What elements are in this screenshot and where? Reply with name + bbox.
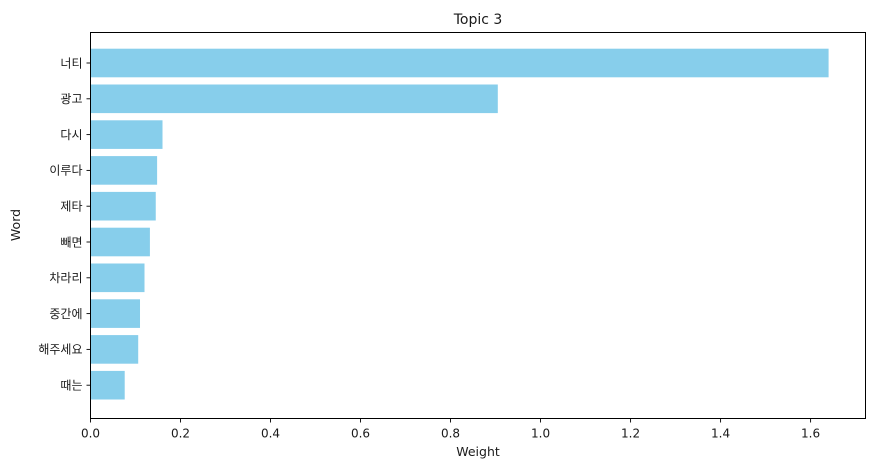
y-tick-label: 중간에	[49, 307, 82, 321]
x-tick-label: 1.4	[711, 427, 730, 441]
x-tick-label: 0.8	[441, 427, 460, 441]
y-tick-label: 다시	[60, 128, 82, 142]
plot-frame	[90, 32, 866, 419]
y-tick-label: 차라리	[49, 271, 82, 285]
y-tick-label: 해주세요	[38, 343, 82, 357]
x-tick-label: 1.2	[621, 427, 640, 441]
x-tick-label: 0.4	[261, 427, 280, 441]
y-tick-label: 때는	[60, 379, 82, 393]
bar	[90, 370, 125, 400]
x-axis-label: Weight	[456, 444, 500, 459]
x-tick-label: 0.0	[81, 427, 100, 441]
y-tick-label: 빼면	[60, 235, 82, 249]
bar	[90, 335, 139, 364]
bar	[90, 84, 498, 114]
y-tick-label: 광고	[60, 92, 82, 106]
bar	[90, 48, 829, 78]
y-tick-label: 너티	[60, 56, 82, 70]
x-tick-label: 0.2	[171, 427, 190, 441]
bars-layer	[90, 48, 829, 400]
y-tick-label: 제타	[60, 200, 82, 214]
bar	[90, 299, 141, 328]
chart-title: Topic 3	[453, 12, 503, 28]
x-axis-ticks: 0.0 0.2 0.4 0.6 0.8 1.0 1.2 1.4 1.6	[81, 418, 820, 441]
bar	[90, 227, 150, 257]
bar	[90, 120, 163, 149]
bar	[90, 156, 158, 185]
x-tick-label: 0.6	[351, 427, 370, 441]
bar	[90, 263, 145, 293]
x-tick-label: 1.0	[531, 427, 550, 441]
y-axis-label: Word	[8, 209, 23, 241]
x-tick-label: 1.6	[801, 427, 820, 441]
y-tick-label: 이루다	[49, 164, 82, 178]
bar	[90, 191, 156, 221]
